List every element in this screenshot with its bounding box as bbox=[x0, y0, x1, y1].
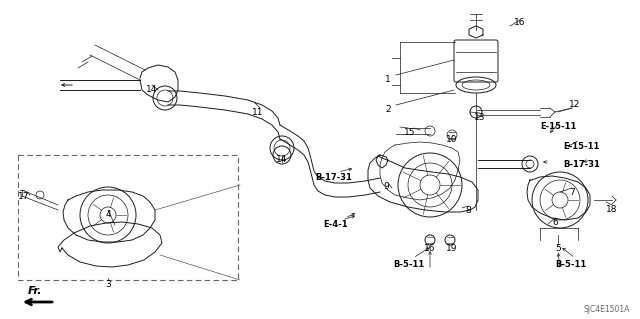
Text: 15: 15 bbox=[404, 128, 416, 137]
Bar bbox=[18, 155, 238, 280]
Text: 18: 18 bbox=[606, 205, 618, 214]
Text: 14: 14 bbox=[147, 85, 157, 94]
Text: 3: 3 bbox=[105, 280, 111, 289]
Text: 17: 17 bbox=[19, 192, 29, 201]
Text: 8: 8 bbox=[465, 206, 471, 215]
Text: 14: 14 bbox=[276, 155, 288, 164]
Text: 6: 6 bbox=[552, 218, 558, 227]
Text: SJC4E1501A: SJC4E1501A bbox=[584, 305, 630, 314]
Text: 11: 11 bbox=[252, 108, 264, 117]
Text: 19: 19 bbox=[446, 244, 458, 253]
Text: 16: 16 bbox=[515, 18, 525, 27]
Text: B-17-31: B-17-31 bbox=[563, 160, 600, 169]
Text: 13: 13 bbox=[474, 113, 486, 122]
Text: Fr.: Fr. bbox=[28, 286, 42, 296]
Text: 12: 12 bbox=[570, 100, 580, 109]
Text: E-4-1: E-4-1 bbox=[323, 220, 348, 229]
Text: 5: 5 bbox=[555, 244, 561, 253]
Text: 9: 9 bbox=[383, 182, 389, 191]
Text: E-15-11: E-15-11 bbox=[563, 142, 600, 151]
Text: B-5-11: B-5-11 bbox=[555, 260, 586, 269]
Text: 7: 7 bbox=[569, 188, 575, 197]
Text: 16: 16 bbox=[424, 244, 436, 253]
Text: B-17-31: B-17-31 bbox=[315, 173, 352, 182]
Text: 1: 1 bbox=[385, 75, 391, 84]
Text: 10: 10 bbox=[446, 135, 458, 144]
Text: B-5-11: B-5-11 bbox=[393, 260, 424, 269]
Text: E-15-11: E-15-11 bbox=[540, 122, 577, 131]
Text: 4: 4 bbox=[105, 210, 111, 219]
Text: 2: 2 bbox=[385, 105, 391, 114]
